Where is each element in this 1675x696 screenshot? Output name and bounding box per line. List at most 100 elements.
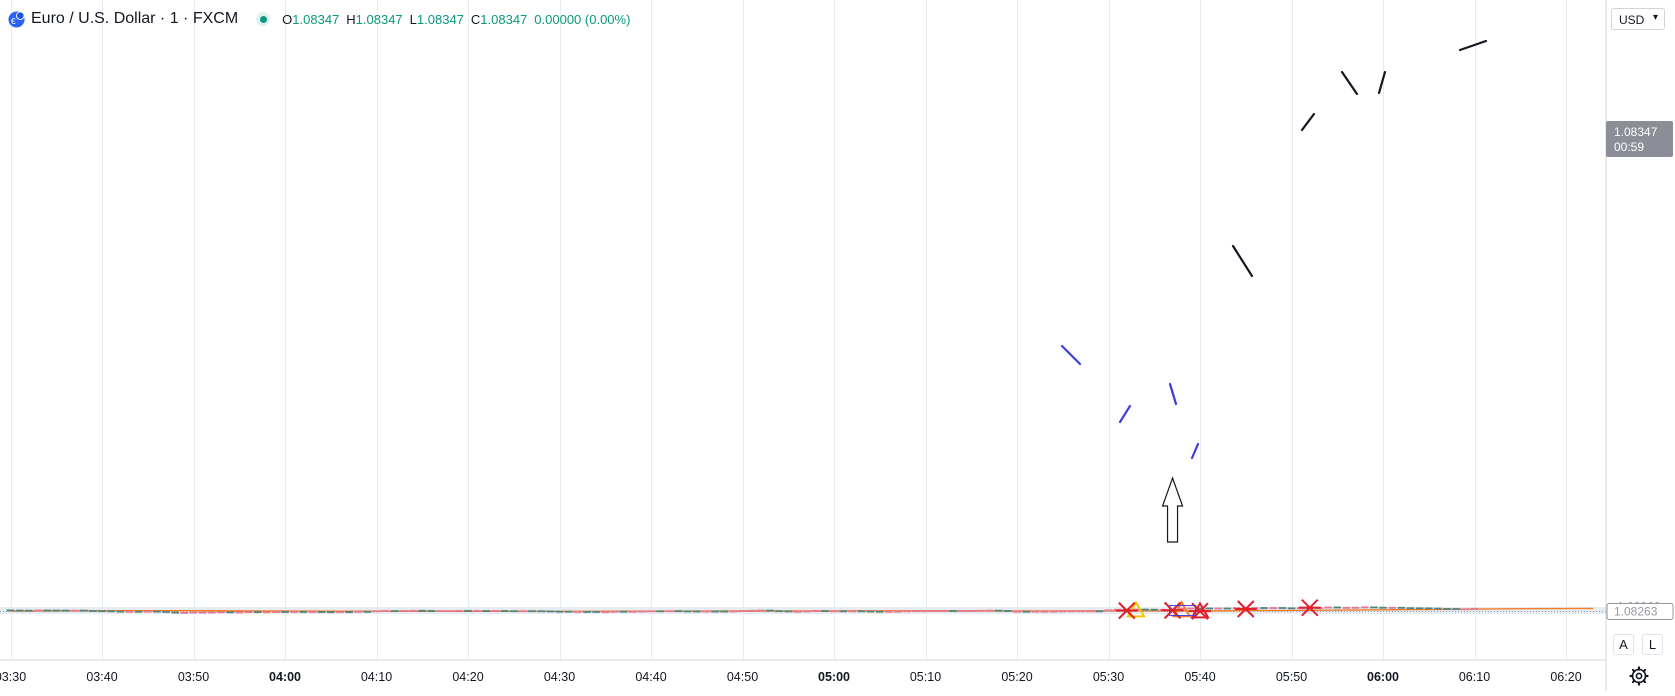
candle-body — [1333, 606, 1342, 609]
candle-body — [628, 610, 637, 613]
candle — [116, 610, 125, 613]
time-tick-label: 04:20 — [452, 670, 483, 684]
candle — [1049, 610, 1058, 613]
symbol-icon[interactable]: € — [8, 10, 25, 28]
candle-body — [482, 610, 491, 612]
candle-body — [866, 610, 875, 613]
candle — [473, 610, 481, 612]
candle-body — [1205, 607, 1214, 610]
candle — [52, 609, 61, 612]
auto-scale-button[interactable]: A — [1613, 634, 1634, 655]
candle — [1370, 606, 1378, 609]
candle-body — [473, 610, 481, 612]
candle-body — [775, 610, 783, 613]
candle-body — [976, 609, 985, 612]
candle-body — [1040, 610, 1049, 613]
candle-body — [1095, 610, 1104, 613]
candle-body — [1452, 608, 1461, 610]
candle-body — [180, 612, 189, 614]
candle — [290, 611, 298, 613]
candle-body — [638, 610, 646, 613]
candle — [217, 611, 225, 614]
candle-body — [619, 610, 628, 613]
time-tick-label: 06:00 — [1367, 670, 1399, 684]
candle — [162, 611, 170, 613]
candle — [125, 610, 134, 613]
candle — [958, 610, 966, 612]
ref-price-badge: 1.08263 — [1606, 603, 1674, 620]
candle-body — [70, 609, 79, 612]
candle-body — [574, 611, 582, 613]
candle-body — [281, 611, 289, 613]
pen-stroke — [1231, 244, 1254, 278]
candle — [418, 609, 427, 612]
time-axis[interactable]: 03:30 03:40 03:50 04:00 04:10 04:20 04:30 04:40… — [0, 670, 1582, 684]
symbol-header: € Euro / U.S. Dollar · 1 · FXCM O1.08347… — [8, 6, 630, 32]
symbol-title[interactable]: Euro / U.S. Dollar · 1 · FXCM — [31, 10, 239, 27]
candle-body — [98, 610, 106, 613]
candle-body — [61, 609, 70, 612]
candle — [482, 610, 491, 612]
candle — [693, 610, 701, 613]
candle — [519, 610, 527, 613]
candle — [1214, 607, 1223, 610]
candle — [61, 609, 70, 612]
candle — [647, 610, 655, 613]
candle-body — [711, 610, 719, 613]
candle — [665, 610, 674, 613]
currency-selector[interactable]: USD ▾ — [1611, 8, 1665, 30]
candle-body — [1424, 607, 1433, 610]
candle — [491, 610, 500, 612]
candle — [381, 610, 390, 612]
candle — [574, 611, 582, 613]
candle-body — [1068, 610, 1076, 613]
candle — [793, 610, 802, 613]
candle — [848, 610, 857, 613]
candle — [1077, 610, 1085, 613]
candle-body — [967, 610, 976, 612]
settings-gear-icon[interactable] — [1629, 666, 1649, 686]
candle — [1424, 607, 1433, 610]
candle — [1040, 610, 1049, 613]
candle — [857, 610, 866, 613]
currency-label: USD — [1619, 13, 1645, 27]
candle — [1004, 610, 1012, 612]
candle — [180, 612, 189, 614]
candle-body — [1104, 609, 1113, 612]
candle-body — [821, 610, 829, 612]
candle-body — [912, 610, 921, 613]
candle — [400, 610, 408, 612]
candle-body — [546, 610, 555, 613]
candle — [235, 611, 244, 614]
candle-body — [1278, 607, 1287, 609]
pen-stroke — [1190, 442, 1200, 460]
candle-body — [537, 610, 545, 613]
candle — [79, 609, 88, 612]
time-tick-label: 05:50 — [1276, 670, 1307, 684]
candle-body — [784, 610, 793, 613]
candle — [363, 610, 372, 613]
candle — [15, 609, 24, 612]
candle-body — [766, 609, 774, 612]
candle — [43, 609, 51, 612]
candle — [24, 609, 33, 612]
log-scale-button[interactable]: L — [1642, 634, 1663, 655]
candle — [445, 610, 454, 612]
candle-body — [1370, 606, 1378, 609]
pen-stroke — [1377, 70, 1387, 95]
candle — [107, 610, 116, 613]
candle-body — [1004, 610, 1012, 612]
candle — [34, 609, 42, 612]
current-price-badge: 1.08347 00:59 — [1606, 121, 1673, 157]
candle — [747, 609, 756, 612]
candle — [1461, 608, 1470, 611]
candle — [1095, 610, 1104, 613]
candle-body — [930, 610, 939, 612]
candle — [976, 609, 985, 612]
candle-body — [985, 609, 994, 612]
time-tick-label: 05:30 — [1093, 670, 1124, 684]
candle-body — [290, 611, 298, 613]
